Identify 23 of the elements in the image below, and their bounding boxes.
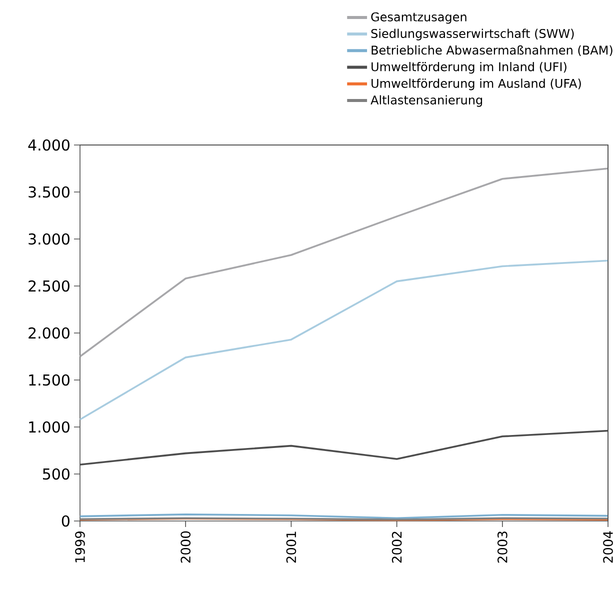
line-series <box>79 260 609 420</box>
x-tick-label: 2003 <box>497 532 508 563</box>
y-tick-label: 0 <box>62 515 70 527</box>
y-tick-label: 2.500 <box>28 280 70 292</box>
line-series <box>79 168 609 358</box>
x-tick-label: 2002 <box>392 532 402 563</box>
legend-label: Umweltförderung im Inland (UFI) <box>372 62 566 74</box>
x-tick-label: 1999 <box>75 531 85 562</box>
legend-label: Siedlungswasserwirtschaft (SWW) <box>371 28 574 40</box>
y-tick-label: 4.000 <box>28 139 70 151</box>
legend-label: Altlastensanierung <box>370 95 482 107</box>
legend-label: Umweltförderung im Ausland (UFA) <box>372 78 581 90</box>
x-tick-label: 2000 <box>180 531 191 563</box>
y-tick-label: 500 <box>42 468 70 480</box>
y-tick-label: 1.000 <box>29 421 70 433</box>
x-tick-label: 2004 <box>603 531 613 563</box>
x-tick-label: 2001 <box>286 532 296 563</box>
y-tick-label: 2.000 <box>28 327 70 339</box>
legend-label: Betriebliche Abwasermaßnahmen (BAM) <box>372 45 612 56</box>
y-tick-label: 3.500 <box>28 186 70 198</box>
y-tick-label: 3.000 <box>28 233 70 245</box>
legend-label: Gesamtzusagen <box>371 12 466 24</box>
y-tick-label: 1.500 <box>29 374 70 386</box>
